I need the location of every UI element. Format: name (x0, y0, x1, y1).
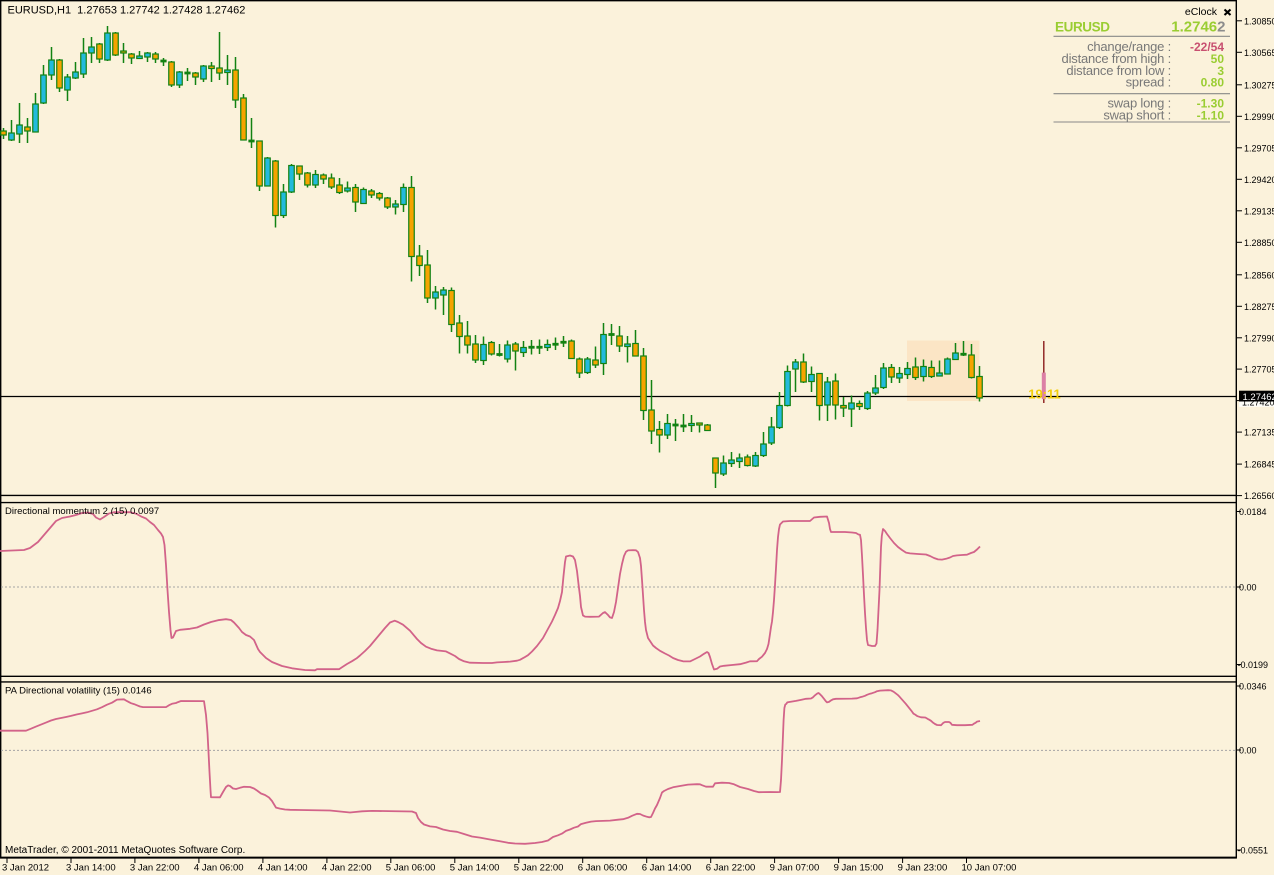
svg-text:PA Directional volatility (15): PA Directional volatility (15) 0.0146 (5, 686, 152, 697)
svg-text:5 Jan 22:00: 5 Jan 22:00 (514, 863, 564, 874)
svg-text:1.28560: 1.28560 (1244, 270, 1274, 280)
svg-text:Directional momentum 2 (15) 0.: Directional momentum 2 (15) 0.0097 (5, 506, 159, 517)
svg-text:0.00: 0.00 (1239, 746, 1257, 756)
svg-text:6 Jan 14:00: 6 Jan 14:00 (642, 863, 692, 874)
svg-text:10 Jan 07:00: 10 Jan 07:00 (962, 863, 1017, 874)
svg-text:1.28850: 1.28850 (1244, 238, 1274, 248)
svg-text:distance from high :: distance from high : (1062, 51, 1171, 66)
svg-text:9 Jan 15:00: 9 Jan 15:00 (834, 863, 884, 874)
svg-text:19:11: 19:11 (1028, 386, 1061, 401)
svg-text:50: 50 (1211, 52, 1225, 66)
svg-text:spread :: spread : (1126, 75, 1171, 90)
svg-text:1.26560: 1.26560 (1244, 491, 1274, 501)
svg-text:1.30275: 1.30275 (1244, 80, 1274, 90)
svg-text:9 Jan 07:00: 9 Jan 07:00 (770, 863, 820, 874)
svg-text:-0.0551: -0.0551 (1238, 846, 1269, 856)
svg-text:1.27420: 1.27420 (1242, 398, 1274, 408)
svg-text:4 Jan 22:00: 4 Jan 22:00 (322, 863, 372, 874)
svg-text:3 Jan 22:00: 3 Jan 22:00 (130, 863, 180, 874)
svg-text:MetaTrader, © 2001-2011 MetaQu: MetaTrader, © 2001-2011 MetaQuotes Softw… (5, 845, 245, 856)
svg-text:EURUSD,H1 1.27653 1.27742 1.2: EURUSD,H1 1.27653 1.27742 1.27428 1.2746… (8, 4, 246, 16)
svg-text:1.29990: 1.29990 (1244, 112, 1274, 122)
svg-text:swap long :: swap long : (1107, 96, 1171, 111)
svg-text:1.27705: 1.27705 (1244, 365, 1274, 375)
svg-text:4 Jan 14:00: 4 Jan 14:00 (258, 863, 308, 874)
svg-text:0.0346: 0.0346 (1239, 682, 1267, 692)
svg-text:5 Jan 06:00: 5 Jan 06:00 (386, 863, 436, 874)
svg-text:1.29705: 1.29705 (1244, 143, 1274, 153)
svg-text:1.27462: 1.27462 (1171, 19, 1225, 36)
svg-text:3 Jan 14:00: 3 Jan 14:00 (66, 863, 116, 874)
svg-text:change/range :: change/range : (1087, 39, 1171, 54)
svg-text:1.30850: 1.30850 (1244, 16, 1274, 26)
svg-text:1.29135: 1.29135 (1244, 206, 1274, 216)
svg-text:-0.0199: -0.0199 (1238, 660, 1269, 670)
svg-text:EURUSD: EURUSD (1055, 20, 1110, 35)
svg-text:1.30565: 1.30565 (1244, 48, 1274, 58)
svg-text:0.80: 0.80 (1201, 76, 1225, 90)
svg-text:-22/54: -22/54 (1190, 40, 1224, 54)
svg-text:1.27990: 1.27990 (1244, 333, 1274, 343)
svg-text:0.00: 0.00 (1239, 583, 1257, 593)
svg-text:6 Jan 22:00: 6 Jan 22:00 (706, 863, 756, 874)
svg-text:-1.30: -1.30 (1197, 97, 1225, 111)
svg-text:1.29420: 1.29420 (1244, 175, 1274, 185)
svg-text:9 Jan 23:00: 9 Jan 23:00 (898, 863, 948, 874)
svg-text:1.26845: 1.26845 (1244, 460, 1274, 470)
svg-text:0.0184: 0.0184 (1239, 507, 1267, 517)
svg-text:1.27135: 1.27135 (1244, 428, 1274, 438)
svg-text:6 Jan 06:00: 6 Jan 06:00 (578, 863, 628, 874)
svg-text:1.27462: 1.27462 (1243, 392, 1274, 403)
svg-text:eClock: eClock (1185, 6, 1218, 18)
svg-text:-1.10: -1.10 (1197, 108, 1225, 122)
svg-text:3 Jan 2012: 3 Jan 2012 (2, 863, 49, 874)
svg-text:1.28275: 1.28275 (1244, 302, 1274, 312)
svg-text:distance from low :: distance from low : (1066, 63, 1171, 78)
svg-text:3: 3 (1217, 64, 1224, 78)
svg-text:5 Jan 14:00: 5 Jan 14:00 (450, 863, 500, 874)
svg-text:swap short :: swap short : (1103, 107, 1171, 122)
svg-text:4 Jan 06:00: 4 Jan 06:00 (194, 863, 244, 874)
